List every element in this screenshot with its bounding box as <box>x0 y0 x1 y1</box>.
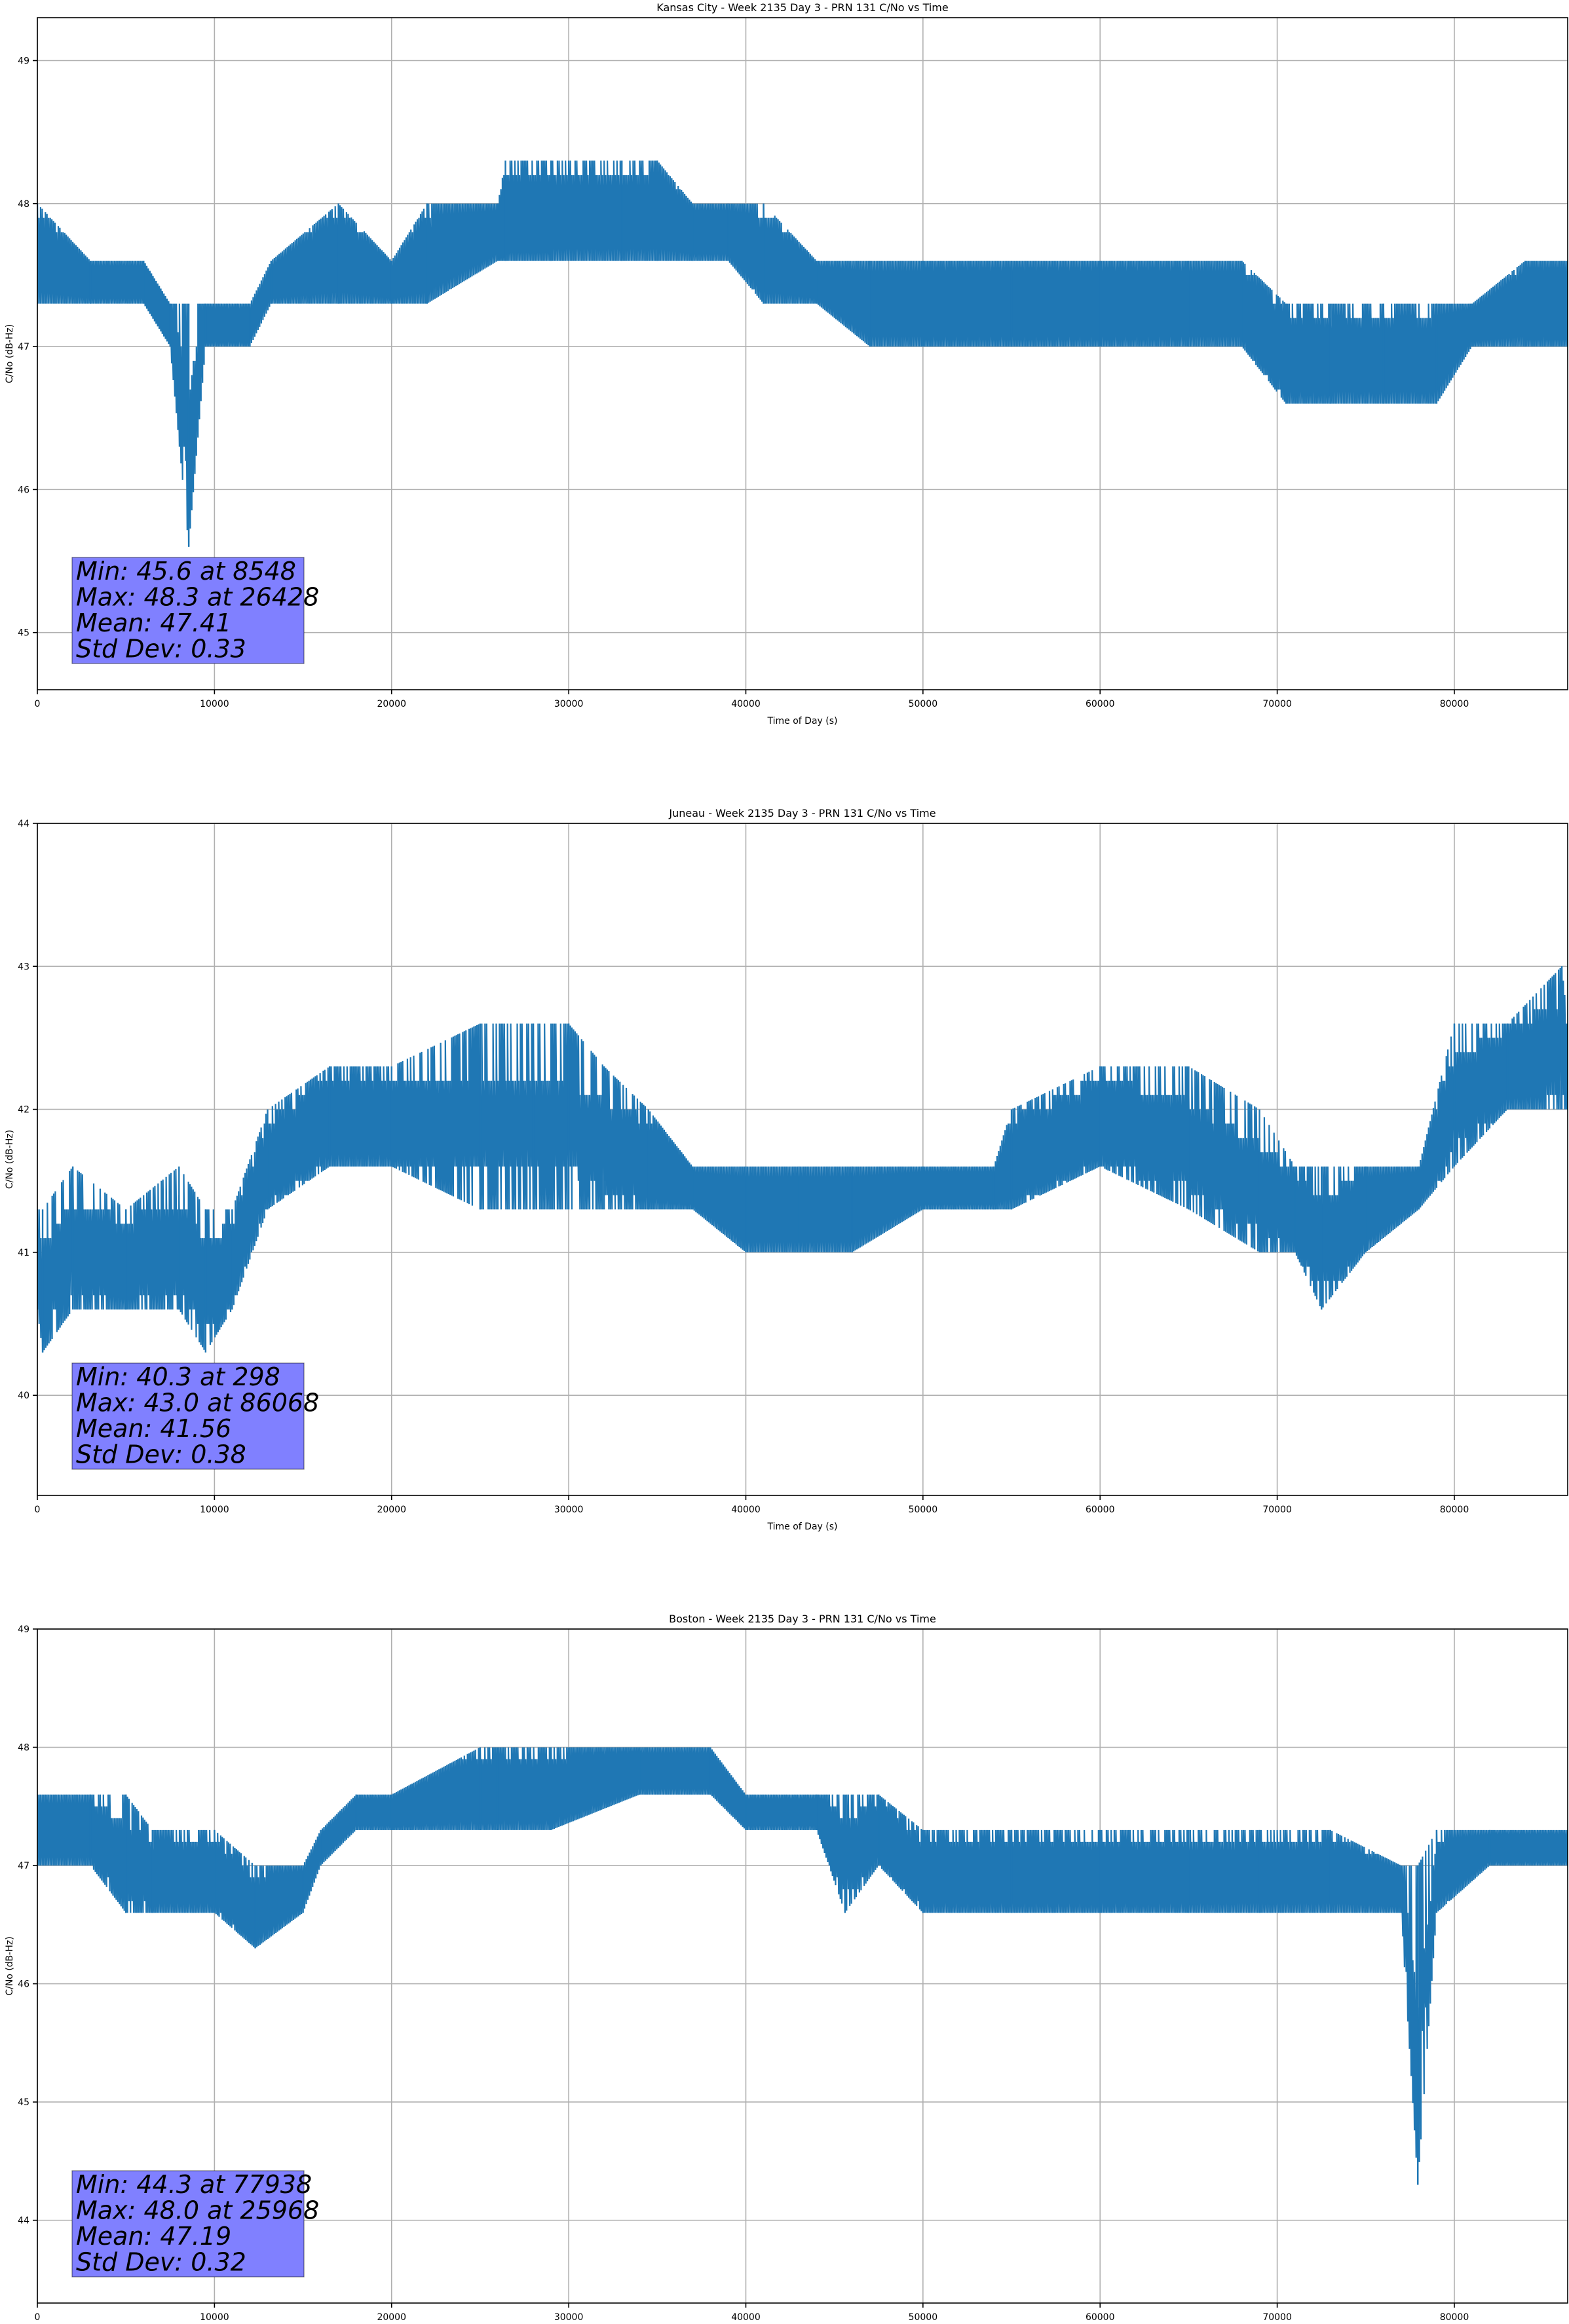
x-tick-label: 60000 <box>1086 1505 1115 1515</box>
stats-text-line: Mean: 47.41 <box>76 609 231 637</box>
chart-title: Juneau - Week 2135 Day 3 - PRN 131 C/No … <box>668 807 936 819</box>
y-axis-label: C/No (dB-Hz) <box>5 1936 15 1995</box>
chart-panel-1: 0 10000 20000 30000 40000 50000 60000 70000 8000… <box>5 807 1568 1532</box>
stats-text-line: Max: 48.3 at 26428 <box>76 583 319 612</box>
x-tick-label: 20000 <box>377 1505 406 1515</box>
y-tick-label: 48 <box>18 1743 29 1753</box>
x-tick-label: 40000 <box>731 699 761 709</box>
stats-text-line: Max: 48.0 at 25968 <box>76 2196 319 2225</box>
x-tick-label: 50000 <box>909 699 938 709</box>
x-tick-label: 70000 <box>1262 2312 1292 2323</box>
stats-text-line: Min: 44.3 at 77938 <box>76 2170 312 2199</box>
y-tick-label: 46 <box>18 1979 29 1990</box>
stats-text-line: Mean: 47.19 <box>76 2222 231 2251</box>
axes-frame <box>37 1628 1568 2304</box>
series-trace <box>37 1747 1568 2185</box>
x-tick-label: 70000 <box>1262 1505 1292 1515</box>
x-tick-label: 20000 <box>377 699 406 709</box>
y-tick-label: 47 <box>18 1861 29 1871</box>
x-tick-label: 50000 <box>909 1505 938 1515</box>
y-axis-label: C/No (dB-Hz) <box>5 324 15 383</box>
stats-text-line: Min: 45.6 at 8548 <box>76 557 296 586</box>
x-tick-label: 30000 <box>554 1505 584 1515</box>
y-tick-label: 47 <box>18 342 29 352</box>
x-tick-label: 10000 <box>200 699 229 709</box>
chart-panel-2: 0 10000 20000 30000 40000 50000 60000 70000 8000… <box>5 1613 1568 2323</box>
x-axis-label: Time of Day (s) <box>767 1522 838 1532</box>
y-tick-label: 43 <box>18 962 29 972</box>
x-tick-label: 0 <box>35 699 41 709</box>
y-tick-label: 45 <box>18 2097 29 2108</box>
series-line <box>37 1747 1568 2185</box>
x-tick-label: 0 <box>35 1505 41 1515</box>
axes-frame <box>37 823 1568 1496</box>
chart-title: Boston - Week 2135 Day 3 - PRN 131 C/No … <box>669 1613 936 1625</box>
stats-box-background <box>71 557 305 664</box>
stats-text-line: Min: 40.3 at 298 <box>76 1362 280 1391</box>
y-axis-label: C/No (dB-Hz) <box>5 1130 15 1189</box>
x-tick-label: 50000 <box>909 2312 938 2323</box>
series-line <box>37 160 1568 547</box>
x-tick-label: 20000 <box>377 2312 406 2323</box>
x-tick-label: 70000 <box>1262 699 1292 709</box>
x-tick-label: 10000 <box>200 2312 229 2323</box>
y-tick-label: 45 <box>18 628 29 639</box>
x-tick-label: 80000 <box>1440 699 1469 709</box>
x-axis-label: Time of Day (s) <box>767 716 838 726</box>
axes-frame <box>37 17 1568 690</box>
x-tick-label: 10000 <box>200 1505 229 1515</box>
y-tick-label: 49 <box>18 1624 29 1635</box>
y-tick-label: 46 <box>18 485 29 495</box>
y-tick-label: 49 <box>18 56 29 66</box>
stats-text-line: Max: 43.0 at 86068 <box>76 1389 319 1417</box>
stats-text-line: Mean: 41.56 <box>76 1414 231 1443</box>
y-tick-label: 40 <box>18 1391 29 1401</box>
series-trace <box>37 160 1568 547</box>
x-tick-label: 60000 <box>1086 699 1115 709</box>
stats-box-background <box>71 2170 305 2277</box>
y-tick-label: 44 <box>18 2216 29 2226</box>
y-tick-label: 41 <box>18 1248 29 1258</box>
chart-title: Kansas City - Week 2135 Day 3 - PRN 131 … <box>656 1 948 14</box>
stats-text-line: Std Dev: 0.33 <box>76 635 246 664</box>
series-line <box>37 966 1568 1353</box>
x-tick-label: 30000 <box>554 2312 584 2323</box>
stats-text-line: Std Dev: 0.32 <box>76 2248 246 2277</box>
x-tick-label: 40000 <box>731 1505 761 1515</box>
x-tick-label: 80000 <box>1440 2312 1469 2323</box>
y-tick-label: 44 <box>18 819 29 829</box>
stats-text-line: Std Dev: 0.38 <box>76 1440 246 1469</box>
y-tick-label: 42 <box>18 1105 29 1115</box>
x-tick-label: 60000 <box>1086 2312 1115 2323</box>
x-tick-label: 30000 <box>554 699 584 709</box>
series-trace <box>37 966 1568 1353</box>
x-tick-label: 80000 <box>1440 1505 1469 1515</box>
x-tick-label: 40000 <box>731 2312 761 2323</box>
chart-panel-0: 0 10000 20000 30000 40000 50000 60000 70000 8000… <box>5 1 1568 726</box>
x-tick-label: 0 <box>35 2312 41 2323</box>
stats-box-background <box>71 1362 305 1470</box>
y-tick-label: 48 <box>18 199 29 210</box>
